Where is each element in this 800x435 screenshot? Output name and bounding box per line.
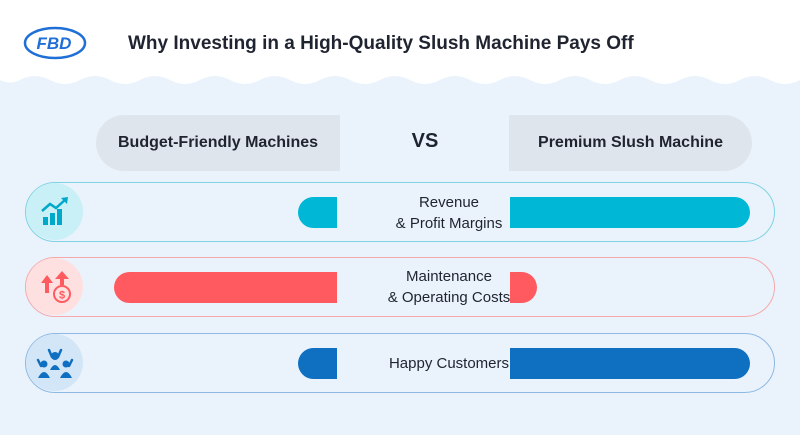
bar-budget-revenue <box>298 197 337 228</box>
row-label-line: & Operating Costs <box>387 289 511 306</box>
budget-column-label: Budget-Friendly Machines <box>117 134 319 151</box>
header-band <box>0 0 800 84</box>
bar-budget-happy-customers <box>298 348 337 379</box>
row-label-line: Happy Customers <box>388 355 510 372</box>
budget-column-header: Budget-Friendly Machines <box>96 115 340 171</box>
bar-premium-happy-customers <box>510 348 750 379</box>
bar-premium-maintenance <box>510 272 537 303</box>
growth-chart-icon <box>26 183 83 240</box>
bar-budget-maintenance <box>114 272 337 303</box>
happy-customers-icon <box>26 334 83 391</box>
premium-column-label: Premium Slush Machine <box>538 134 723 151</box>
row-label-maintenance: Maintenance & Operating Costs <box>363 266 535 308</box>
premium-column-header: Premium Slush Machine <box>509 115 752 171</box>
comparison-row-revenue: Revenue & Profit Margins <box>25 182 775 242</box>
comparison-row-happy-customers: Happy Customers <box>25 333 775 393</box>
versus-label: VS <box>411 130 439 152</box>
page-title: Why Investing in a High-Quality Slush Ma… <box>128 33 634 54</box>
row-label-line: Maintenance <box>406 268 492 285</box>
rising-cost-icon: $ <box>26 258 83 315</box>
row-label-happy-customers: Happy Customers <box>363 353 535 374</box>
row-label-revenue: Revenue & Profit Margins <box>363 192 535 234</box>
svg-text:FBD: FBD <box>37 34 72 53</box>
row-label-line: Revenue <box>418 194 480 211</box>
row-label-line: & Profit Margins <box>395 215 503 232</box>
bar-premium-revenue <box>510 197 750 228</box>
svg-text:$: $ <box>58 289 64 301</box>
fbd-logo: FBD <box>23 26 87 60</box>
comparison-row-maintenance: $ Maintenance & Operating Costs <box>25 257 775 317</box>
